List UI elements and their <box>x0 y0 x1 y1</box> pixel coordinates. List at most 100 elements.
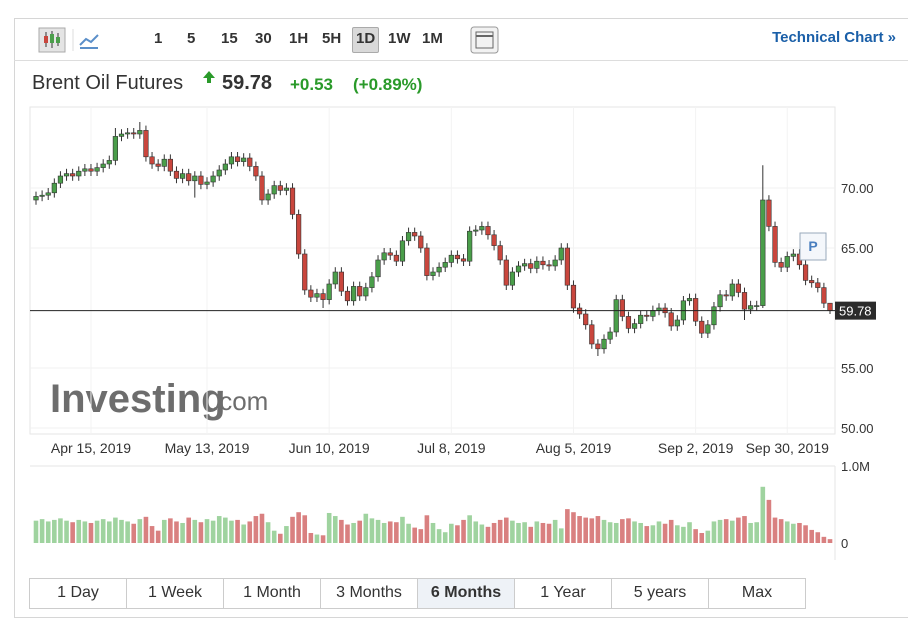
volume-bar <box>546 523 552 543</box>
range-button[interactable]: 1 Month <box>223 578 321 609</box>
volume-bar <box>363 513 369 543</box>
candle-body <box>589 324 595 345</box>
candle-body <box>33 196 39 201</box>
candle-body <box>173 170 180 179</box>
volume-bar <box>229 520 234 543</box>
volume-bar <box>699 532 705 543</box>
x-tick-label: Apr 15, 2019 <box>51 440 131 456</box>
volume-bar <box>302 515 308 543</box>
candle-body <box>448 254 454 263</box>
interval-button[interactable]: 5 <box>187 30 196 47</box>
candle-body <box>418 235 424 249</box>
range-button[interactable]: 3 Months <box>320 578 418 609</box>
interval-button[interactable]: 30 <box>255 30 272 47</box>
range-button[interactable]: 1 Week <box>126 578 224 609</box>
volume-bar <box>595 516 601 543</box>
candle-body <box>515 265 522 273</box>
volume-bar <box>534 521 540 543</box>
range-button[interactable]: 1 Day <box>29 578 127 609</box>
candle-body <box>283 187 290 191</box>
candle-body <box>277 185 283 191</box>
volume-bar <box>558 528 564 543</box>
candle-body <box>601 338 607 350</box>
widget-frame <box>14 18 908 618</box>
candle-body <box>57 175 64 184</box>
interval-button[interactable]: 1W <box>388 30 411 47</box>
volume-bar <box>143 516 149 543</box>
volume-bar <box>668 519 674 543</box>
volume-bar <box>449 523 454 543</box>
range-button[interactable]: 1 Year <box>514 578 612 609</box>
range-button[interactable]: Max <box>708 578 806 609</box>
candle-body <box>308 289 314 298</box>
volume-bar <box>821 536 827 543</box>
volume-bar <box>381 522 387 543</box>
interval-button[interactable]: 1H <box>289 30 309 47</box>
volume-bar <box>656 521 662 543</box>
volume-bar <box>326 512 332 543</box>
candle-body <box>100 163 106 168</box>
candle-body <box>326 283 332 300</box>
candle-body <box>186 173 192 182</box>
interval-button[interactable]: 5H <box>322 30 342 47</box>
candle-body <box>729 283 735 297</box>
volume-bar <box>797 522 802 543</box>
volume-bar <box>565 509 570 543</box>
candle-body <box>216 169 222 177</box>
candle-body <box>809 280 815 284</box>
candle-body <box>70 173 76 177</box>
candle-body <box>528 263 534 269</box>
candle-body <box>534 260 540 269</box>
volume-bar <box>357 520 363 543</box>
interval-button[interactable]: 15 <box>221 30 238 47</box>
volume-bar <box>290 516 295 543</box>
candle-body <box>607 331 613 340</box>
volume-bar <box>406 523 411 543</box>
volume-bar <box>119 519 124 543</box>
candle-body <box>39 194 45 197</box>
technical-chart-link[interactable]: Technical Chart » <box>772 29 896 46</box>
volume-bar <box>418 529 424 543</box>
candle-body <box>540 260 546 266</box>
toolbar: 1 5 15 30 1H 5H 1D 1W 1M Technical Chart » <box>14 18 908 61</box>
volume-bar <box>320 535 326 543</box>
volume-bar <box>485 526 491 543</box>
volume-bar <box>70 522 75 543</box>
candle-body <box>405 232 412 242</box>
volume-bar <box>815 532 821 543</box>
plot-area <box>29 106 836 435</box>
x-tick-label: Sep 30, 2019 <box>746 440 830 456</box>
volume-bar <box>644 526 650 543</box>
volume-bar <box>760 486 766 543</box>
interval-button[interactable]: 1 <box>154 30 163 47</box>
volume-bar <box>271 530 277 543</box>
volume-bar <box>601 519 607 543</box>
candle-body <box>296 214 302 255</box>
candle-body <box>247 157 253 167</box>
candle-body <box>357 286 363 297</box>
interval-button[interactable]: 1D <box>352 27 380 53</box>
last-price-label: 59.78 <box>839 304 872 319</box>
volume-tick-label: 0 <box>841 536 848 551</box>
range-button[interactable]: 5 years <box>611 578 709 609</box>
candle-body <box>369 276 375 288</box>
candle-body <box>131 132 137 135</box>
volume-bar <box>693 529 698 543</box>
candle-body <box>350 286 357 302</box>
volume-bar <box>742 516 747 543</box>
volume-bar <box>339 519 344 543</box>
candle-body <box>705 324 711 334</box>
candle-body <box>332 271 338 285</box>
volume-bar <box>613 522 619 543</box>
candle-body <box>827 302 833 311</box>
chart-type-icons[interactable] <box>38 27 100 53</box>
candle-body <box>393 254 399 262</box>
interval-button[interactable]: 1M <box>422 30 443 47</box>
candle-body <box>143 130 149 158</box>
candle-body <box>314 293 320 298</box>
range-button[interactable]: 6 Months <box>417 578 515 609</box>
volume-bar <box>241 524 246 543</box>
chart: Investing .com 50.00 55.00 65.00 70.00 Apr 1… <box>29 106 876 560</box>
layout-button[interactable] <box>470 26 500 54</box>
